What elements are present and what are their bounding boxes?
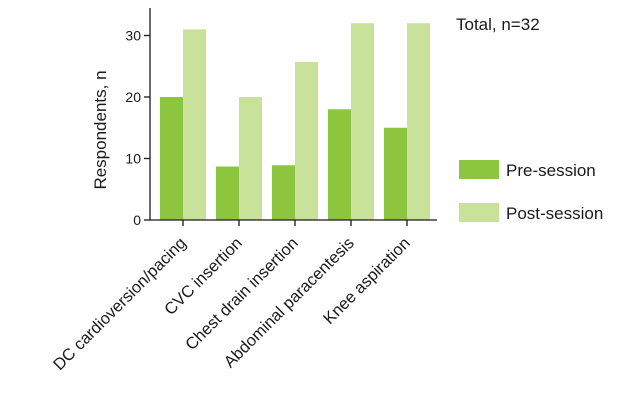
post-session-legend-label: Post-session	[506, 204, 603, 223]
pre-session-legend-swatch	[459, 160, 499, 179]
y-axis-label: Respondents, n	[91, 70, 110, 189]
total-annotation: Total, n=32	[456, 15, 540, 34]
y-tick-label: 0	[133, 212, 141, 228]
y-tick-label: 20	[125, 89, 141, 105]
post-session-bar-0	[183, 29, 206, 220]
pre-session-bar-3	[328, 109, 351, 220]
pre-session-legend-label: Pre-session	[506, 161, 596, 180]
post-session-bar-1	[239, 97, 262, 220]
axes-layer	[149, 8, 437, 221]
post-session-bar-3	[351, 23, 374, 221]
post-session-bar-2	[295, 61, 318, 220]
post-session-legend-swatch	[459, 203, 499, 222]
legend: Pre-session Post-session	[459, 160, 603, 223]
y-tick-label: 10	[125, 151, 141, 167]
bars-layer	[160, 23, 430, 221]
pre-session-bar-4	[384, 127, 407, 220]
y-tick-label: 30	[125, 28, 141, 44]
post-session-bar-4	[407, 23, 430, 221]
pre-session-bar-1	[216, 166, 239, 220]
pre-session-bar-2	[272, 165, 295, 220]
pre-session-bar-0	[160, 97, 183, 220]
